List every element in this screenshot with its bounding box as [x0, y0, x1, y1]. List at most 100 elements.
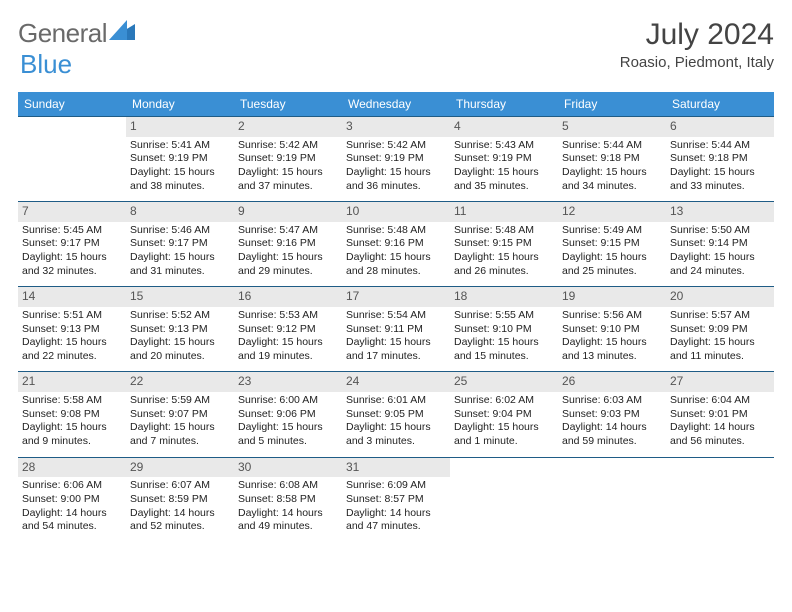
calendar-cell-empty — [450, 458, 558, 542]
sunset-text: Sunset: 9:12 PM — [238, 323, 338, 337]
calendar-cell: 22Sunrise: 5:59 AMSunset: 9:07 PMDayligh… — [126, 372, 234, 456]
day-number: 1 — [126, 117, 234, 137]
sunrise-text: Sunrise: 5:43 AM — [454, 139, 554, 153]
sunrise-text: Sunrise: 5:56 AM — [562, 309, 662, 323]
day-number: 15 — [126, 287, 234, 307]
sunrise-text: Sunrise: 5:47 AM — [238, 224, 338, 238]
calendar-cell: 13Sunrise: 5:50 AMSunset: 9:14 PMDayligh… — [666, 202, 774, 286]
weekday-wed: Wednesday — [342, 92, 450, 116]
sunset-text: Sunset: 9:14 PM — [670, 237, 770, 251]
calendar-week: 21Sunrise: 5:58 AMSunset: 9:08 PMDayligh… — [18, 371, 774, 456]
daylight-text: Daylight: 14 hours and 59 minutes. — [562, 421, 662, 448]
calendar-cell: 26Sunrise: 6:03 AMSunset: 9:03 PMDayligh… — [558, 372, 666, 456]
calendar-cell: 17Sunrise: 5:54 AMSunset: 9:11 PMDayligh… — [342, 287, 450, 371]
day-number: 12 — [558, 202, 666, 222]
brand-logo: General — [18, 18, 135, 49]
calendar-cell: 27Sunrise: 6:04 AMSunset: 9:01 PMDayligh… — [666, 372, 774, 456]
sunset-text: Sunset: 9:13 PM — [22, 323, 122, 337]
daylight-text: Daylight: 15 hours and 11 minutes. — [670, 336, 770, 363]
sunrise-text: Sunrise: 5:55 AM — [454, 309, 554, 323]
day-number: 9 — [234, 202, 342, 222]
sunset-text: Sunset: 8:59 PM — [130, 493, 230, 507]
day-number: 6 — [666, 117, 774, 137]
daylight-text: Daylight: 15 hours and 29 minutes. — [238, 251, 338, 278]
sunrise-text: Sunrise: 5:42 AM — [346, 139, 446, 153]
sunrise-text: Sunrise: 6:03 AM — [562, 394, 662, 408]
sunset-text: Sunset: 9:15 PM — [454, 237, 554, 251]
month-title: July 2024 — [620, 18, 774, 52]
sunrise-text: Sunrise: 5:44 AM — [670, 139, 770, 153]
sunset-text: Sunset: 9:16 PM — [346, 237, 446, 251]
daylight-text: Daylight: 15 hours and 13 minutes. — [562, 336, 662, 363]
calendar-cell: 2Sunrise: 5:42 AMSunset: 9:19 PMDaylight… — [234, 117, 342, 201]
calendar-cell: 15Sunrise: 5:52 AMSunset: 9:13 PMDayligh… — [126, 287, 234, 371]
calendar-cell: 18Sunrise: 5:55 AMSunset: 9:10 PMDayligh… — [450, 287, 558, 371]
daylight-text: Daylight: 15 hours and 31 minutes. — [130, 251, 230, 278]
day-number: 7 — [18, 202, 126, 222]
weekday-header-row: Sunday Monday Tuesday Wednesday Thursday… — [18, 92, 774, 116]
sunset-text: Sunset: 9:17 PM — [130, 237, 230, 251]
calendar-week: 14Sunrise: 5:51 AMSunset: 9:13 PMDayligh… — [18, 286, 774, 371]
calendar-cell-empty — [666, 458, 774, 542]
day-number: 11 — [450, 202, 558, 222]
day-number: 28 — [18, 458, 126, 478]
sunrise-text: Sunrise: 5:49 AM — [562, 224, 662, 238]
calendar-week: 28Sunrise: 6:06 AMSunset: 9:00 PMDayligh… — [18, 457, 774, 542]
sunrise-text: Sunrise: 5:53 AM — [238, 309, 338, 323]
sunset-text: Sunset: 9:19 PM — [130, 152, 230, 166]
sunset-text: Sunset: 9:19 PM — [238, 152, 338, 166]
daylight-text: Daylight: 15 hours and 37 minutes. — [238, 166, 338, 193]
calendar-week: 1Sunrise: 5:41 AMSunset: 9:19 PMDaylight… — [18, 116, 774, 201]
calendar-cell: 11Sunrise: 5:48 AMSunset: 9:15 PMDayligh… — [450, 202, 558, 286]
sunrise-text: Sunrise: 5:57 AM — [670, 309, 770, 323]
day-number: 17 — [342, 287, 450, 307]
sunrise-text: Sunrise: 6:06 AM — [22, 479, 122, 493]
sunrise-text: Sunrise: 5:44 AM — [562, 139, 662, 153]
day-number: 22 — [126, 372, 234, 392]
calendar-week: 7Sunrise: 5:45 AMSunset: 9:17 PMDaylight… — [18, 201, 774, 286]
calendar-cell: 5Sunrise: 5:44 AMSunset: 9:18 PMDaylight… — [558, 117, 666, 201]
sunset-text: Sunset: 8:57 PM — [346, 493, 446, 507]
sunrise-text: Sunrise: 5:45 AM — [22, 224, 122, 238]
calendar-cell: 6Sunrise: 5:44 AMSunset: 9:18 PMDaylight… — [666, 117, 774, 201]
calendar-cell: 28Sunrise: 6:06 AMSunset: 9:00 PMDayligh… — [18, 458, 126, 542]
calendar-cell: 16Sunrise: 5:53 AMSunset: 9:12 PMDayligh… — [234, 287, 342, 371]
calendar-cell: 12Sunrise: 5:49 AMSunset: 9:15 PMDayligh… — [558, 202, 666, 286]
calendar-cell: 23Sunrise: 6:00 AMSunset: 9:06 PMDayligh… — [234, 372, 342, 456]
calendar-cell: 8Sunrise: 5:46 AMSunset: 9:17 PMDaylight… — [126, 202, 234, 286]
daylight-text: Daylight: 15 hours and 9 minutes. — [22, 421, 122, 448]
calendar-grid: 1Sunrise: 5:41 AMSunset: 9:19 PMDaylight… — [18, 116, 774, 542]
calendar-cell: 21Sunrise: 5:58 AMSunset: 9:08 PMDayligh… — [18, 372, 126, 456]
day-number: 18 — [450, 287, 558, 307]
daylight-text: Daylight: 15 hours and 38 minutes. — [130, 166, 230, 193]
sunset-text: Sunset: 9:01 PM — [670, 408, 770, 422]
sunrise-text: Sunrise: 5:59 AM — [130, 394, 230, 408]
daylight-text: Daylight: 15 hours and 32 minutes. — [22, 251, 122, 278]
calendar-cell: 3Sunrise: 5:42 AMSunset: 9:19 PMDaylight… — [342, 117, 450, 201]
day-number: 13 — [666, 202, 774, 222]
sunset-text: Sunset: 9:06 PM — [238, 408, 338, 422]
sunrise-text: Sunrise: 6:04 AM — [670, 394, 770, 408]
calendar-cell: 20Sunrise: 5:57 AMSunset: 9:09 PMDayligh… — [666, 287, 774, 371]
day-number: 30 — [234, 458, 342, 478]
sunset-text: Sunset: 9:05 PM — [346, 408, 446, 422]
daylight-text: Daylight: 15 hours and 34 minutes. — [562, 166, 662, 193]
sunset-text: Sunset: 9:10 PM — [562, 323, 662, 337]
sunset-text: Sunset: 9:03 PM — [562, 408, 662, 422]
sunset-text: Sunset: 9:18 PM — [670, 152, 770, 166]
calendar-cell-empty — [558, 458, 666, 542]
sunrise-text: Sunrise: 6:01 AM — [346, 394, 446, 408]
day-number: 20 — [666, 287, 774, 307]
day-number: 2 — [234, 117, 342, 137]
daylight-text: Daylight: 15 hours and 3 minutes. — [346, 421, 446, 448]
sunrise-text: Sunrise: 5:48 AM — [454, 224, 554, 238]
sunset-text: Sunset: 8:58 PM — [238, 493, 338, 507]
brand-part1: General — [18, 18, 107, 49]
day-number: 5 — [558, 117, 666, 137]
daylight-text: Daylight: 15 hours and 24 minutes. — [670, 251, 770, 278]
sunrise-text: Sunrise: 5:58 AM — [22, 394, 122, 408]
sunrise-text: Sunrise: 5:48 AM — [346, 224, 446, 238]
day-number: 19 — [558, 287, 666, 307]
day-number: 25 — [450, 372, 558, 392]
brand-logo-mark — [109, 16, 135, 47]
